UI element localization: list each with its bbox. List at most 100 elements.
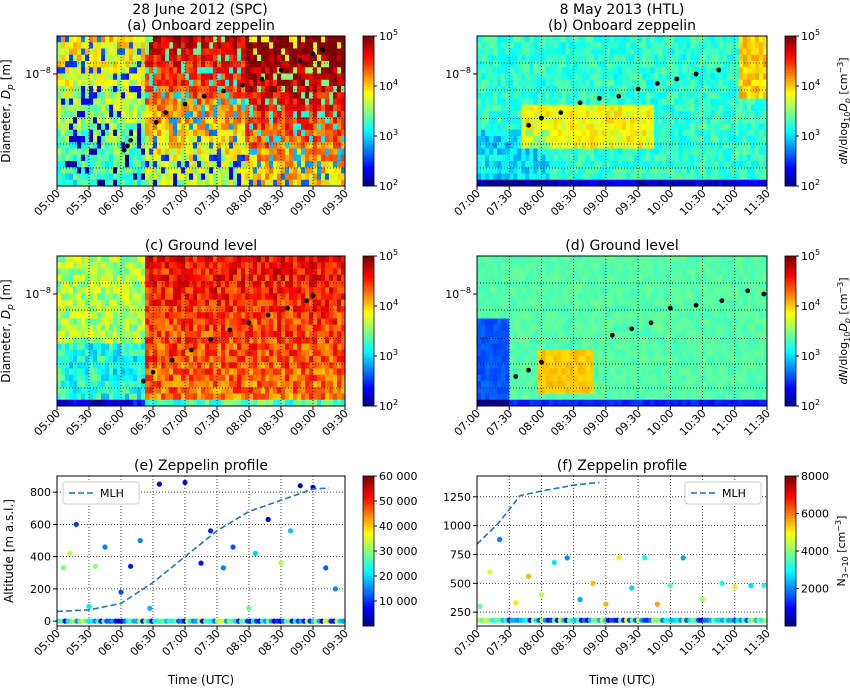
heatmap-cell bbox=[129, 86, 133, 93]
heatmap-cell bbox=[233, 149, 237, 156]
heatmap-cell bbox=[674, 174, 678, 181]
heatmap-cell bbox=[113, 337, 117, 344]
heatmap-cell bbox=[225, 362, 229, 369]
heatmap-cell bbox=[241, 55, 245, 62]
heatmap-cell bbox=[253, 269, 257, 276]
heatmap-cell bbox=[241, 306, 245, 313]
heatmap-cell bbox=[333, 124, 337, 131]
x-tick-label: 10:00 bbox=[645, 187, 677, 219]
heatmap-cell bbox=[578, 49, 582, 56]
heatmap-cell bbox=[489, 124, 493, 131]
heatmap-cell bbox=[209, 306, 213, 313]
heatmap-cell bbox=[333, 155, 337, 162]
heatmap-cell bbox=[329, 136, 333, 143]
heatmap-cell bbox=[566, 42, 570, 49]
heatmap-cell bbox=[165, 325, 169, 332]
heatmap-cell bbox=[329, 49, 333, 56]
heatmap-cell bbox=[185, 400, 189, 407]
heatmap-cell bbox=[578, 136, 582, 143]
heatmap-cell bbox=[141, 369, 145, 376]
heatmap-cell bbox=[586, 99, 590, 106]
heatmap-cell bbox=[221, 344, 225, 351]
heatmap-cell bbox=[197, 362, 201, 369]
heatmap-cell bbox=[554, 74, 558, 81]
heatmap-cell bbox=[529, 174, 533, 181]
heatmap-cell bbox=[321, 180, 325, 187]
heatmap-cell bbox=[177, 262, 181, 269]
heatmap-cell bbox=[525, 161, 529, 168]
heatmap-cell bbox=[137, 61, 141, 68]
heatmap-cell bbox=[533, 74, 537, 81]
heatmap-cell bbox=[141, 142, 145, 149]
heatmap-cell bbox=[213, 294, 217, 301]
heatmap-cell bbox=[739, 142, 743, 149]
heatmap-cell bbox=[73, 356, 77, 363]
heatmap-cell bbox=[221, 42, 225, 49]
heatmap-cell bbox=[89, 174, 93, 181]
heatmap-cell bbox=[739, 67, 743, 74]
heatmap-cell bbox=[755, 155, 759, 162]
heatmap-cell bbox=[185, 61, 189, 68]
heatmap-cell bbox=[61, 49, 65, 56]
heatmap-cell bbox=[550, 136, 554, 143]
heatmap-cell bbox=[650, 49, 654, 56]
heatmap-cell bbox=[197, 99, 201, 106]
heatmap-cell bbox=[241, 74, 245, 81]
heatmap-cell bbox=[157, 174, 161, 181]
heatmap-cell bbox=[582, 161, 586, 168]
heatmap-cell bbox=[121, 400, 125, 407]
heatmap-cell bbox=[97, 36, 101, 43]
heatmap-cells bbox=[57, 36, 345, 186]
heatmap-cell bbox=[481, 99, 485, 106]
heatmap-cell bbox=[594, 161, 598, 168]
heatmap-cell bbox=[157, 262, 161, 269]
heatmap-cell bbox=[209, 281, 213, 288]
heatmap-cell bbox=[646, 80, 650, 87]
heatmap-cell bbox=[257, 344, 261, 351]
heatmap-cell bbox=[141, 55, 145, 62]
heatmap-cell bbox=[477, 161, 481, 168]
heatmap-cell bbox=[233, 155, 237, 162]
heatmap-cell bbox=[225, 180, 229, 187]
heatmap-cell bbox=[521, 124, 525, 131]
heatmap-cell bbox=[723, 149, 727, 156]
heatmap-cell bbox=[481, 42, 485, 49]
heatmap-cell bbox=[626, 67, 630, 74]
heatmap-cell bbox=[201, 294, 205, 301]
heatmap-cell bbox=[293, 61, 297, 68]
heatmap-cell bbox=[161, 256, 165, 263]
heatmap-cell bbox=[153, 294, 157, 301]
heatmap-cell bbox=[337, 42, 341, 49]
heatmap-cell bbox=[586, 174, 590, 181]
heatmap-cell bbox=[165, 80, 169, 87]
heatmap-cell bbox=[558, 36, 562, 43]
heatmap-cell bbox=[221, 67, 225, 74]
heatmap-cell bbox=[285, 130, 289, 137]
heatmap-cell bbox=[481, 105, 485, 112]
heatmap-cell bbox=[658, 180, 662, 187]
heatmap-cell bbox=[517, 61, 521, 68]
heatmap-cell bbox=[682, 155, 686, 162]
heatmap-cell bbox=[81, 174, 85, 181]
heatmap-cell bbox=[337, 180, 341, 187]
heatmap-cell bbox=[642, 111, 646, 118]
heatmap-cell bbox=[201, 142, 205, 149]
heatmap-cell bbox=[533, 136, 537, 143]
heatmap-cell bbox=[682, 111, 686, 118]
heatmap-cell bbox=[57, 350, 61, 357]
heatmap-cell bbox=[529, 136, 533, 143]
heatmap-cell bbox=[297, 36, 301, 43]
heatmap-cell bbox=[727, 117, 731, 124]
heatmap-cell bbox=[614, 55, 618, 62]
heatmap-cell bbox=[513, 174, 517, 181]
heatmap-cell bbox=[153, 325, 157, 332]
heatmap-cell bbox=[317, 111, 321, 118]
heatmap-cell bbox=[73, 275, 77, 282]
heatmap-cell bbox=[594, 67, 598, 74]
heatmap-cell bbox=[217, 294, 221, 301]
heatmap-cell bbox=[209, 375, 213, 382]
heatmap-cell bbox=[545, 74, 549, 81]
heatmap-cell bbox=[133, 61, 137, 68]
heatmap-cell bbox=[678, 55, 682, 62]
heatmap-cell bbox=[509, 124, 513, 131]
